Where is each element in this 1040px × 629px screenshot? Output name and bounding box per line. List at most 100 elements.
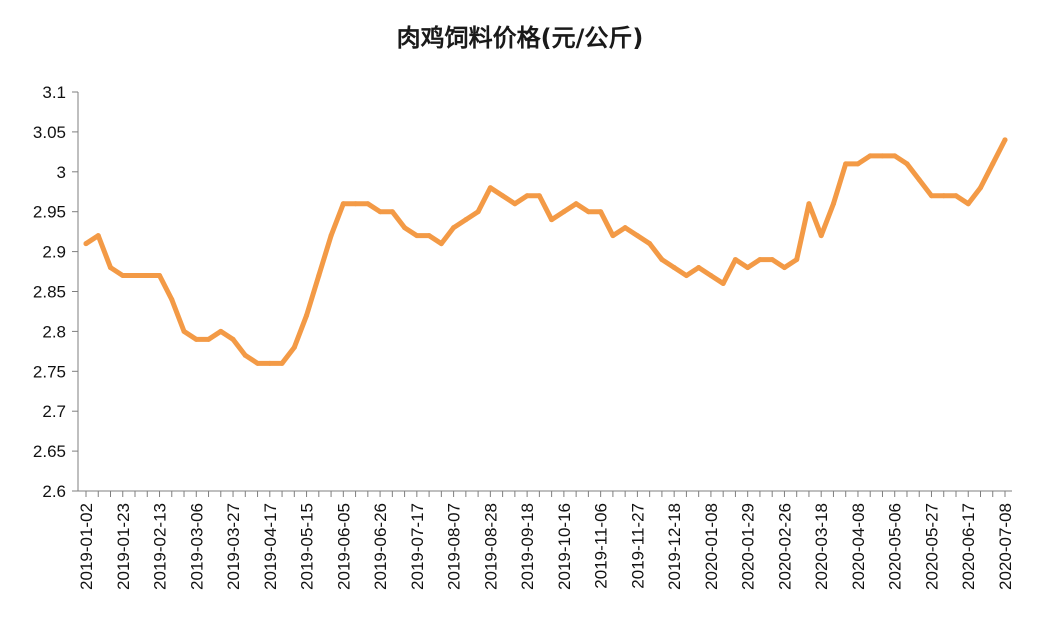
x-tick-label: 2020-05-27 xyxy=(922,503,941,590)
y-tick-label: 2.9 xyxy=(42,243,66,262)
data-point xyxy=(463,217,469,223)
data-point xyxy=(708,273,714,279)
data-point xyxy=(95,233,101,239)
x-tick-label: 2020-05-06 xyxy=(886,503,905,590)
data-point xyxy=(720,281,726,287)
x-tick-label: 2019-06-05 xyxy=(334,503,353,590)
data-point xyxy=(561,209,567,215)
data-point xyxy=(928,193,934,199)
x-tick-label: 2019-08-28 xyxy=(481,503,500,590)
y-tick-label: 3.05 xyxy=(33,123,66,142)
x-tick-label: 2020-01-29 xyxy=(739,503,758,590)
data-point xyxy=(242,352,248,358)
data-point xyxy=(340,201,346,207)
x-tick-label: 2019-06-26 xyxy=(371,503,390,590)
x-tick-label: 2019-05-15 xyxy=(298,503,317,590)
data-point xyxy=(108,265,114,271)
data-point xyxy=(769,257,775,263)
x-tick-label: 2020-03-18 xyxy=(812,503,831,590)
series-group xyxy=(83,137,1008,366)
data-point xyxy=(757,257,763,263)
y-axis: 3.1 3.05 3 2.95 2.9 2.85 2.8 2.75 2.7 2.65 2.6 xyxy=(33,83,79,501)
y-tick-label: 2.95 xyxy=(33,203,66,222)
x-tick-label: 2019-03-27 xyxy=(224,503,243,590)
data-point xyxy=(120,273,126,279)
data-point xyxy=(389,209,395,215)
y-tick-label: 3 xyxy=(57,163,66,182)
data-point xyxy=(144,273,150,279)
data-point xyxy=(781,265,787,271)
data-point xyxy=(512,201,518,207)
data-point xyxy=(132,273,138,279)
data-point xyxy=(536,193,542,199)
data-point xyxy=(659,257,665,263)
data-point xyxy=(610,233,616,239)
data-point xyxy=(671,265,677,271)
data-point xyxy=(843,161,849,167)
x-tick-label: 2020-02-26 xyxy=(775,503,794,590)
data-point xyxy=(990,161,996,167)
x-tick-label: 2019-10-16 xyxy=(555,503,574,590)
x-tick-label: 2019-11-06 xyxy=(592,503,611,589)
y-tick-label: 2.65 xyxy=(33,442,66,461)
x-tick-label: 2019-02-13 xyxy=(151,503,170,590)
data-point xyxy=(402,225,408,231)
data-point xyxy=(157,273,163,279)
data-point xyxy=(977,185,983,191)
data-point xyxy=(549,217,555,223)
data-point xyxy=(745,265,751,271)
data-point xyxy=(806,201,812,207)
data-point xyxy=(316,273,322,279)
data-point xyxy=(794,257,800,263)
y-tick-label: 2.8 xyxy=(42,322,66,341)
x-tick-label: 2019-11-27 xyxy=(628,503,647,589)
data-point xyxy=(304,312,310,318)
series-line xyxy=(83,137,1008,366)
data-point xyxy=(328,233,334,239)
data-point xyxy=(634,233,640,239)
x-tick-label: 2019-09-18 xyxy=(518,503,537,590)
x-tick-label: 2019-04-17 xyxy=(261,503,280,590)
y-tick-label: 2.75 xyxy=(33,362,66,381)
data-point xyxy=(181,328,187,334)
data-point xyxy=(598,209,604,215)
data-point xyxy=(965,201,971,207)
data-point xyxy=(377,209,383,215)
x-tick-label: 2020-01-08 xyxy=(702,503,721,590)
x-tick-label: 2020-04-08 xyxy=(849,503,868,590)
x-axis: 2019-01-02 2019-01-23 2019-02-13 2019-03-06… xyxy=(77,490,1015,590)
data-point xyxy=(426,233,432,239)
data-point xyxy=(953,193,959,199)
data-point xyxy=(904,161,910,167)
y-tick-label: 2.6 xyxy=(42,482,66,501)
x-tick-label: 2019-08-07 xyxy=(445,503,464,590)
data-point xyxy=(855,161,861,167)
data-point xyxy=(867,153,873,159)
y-tick-label: 2.7 xyxy=(42,402,66,421)
data-point xyxy=(193,336,199,342)
x-tick-label: 2020-06-17 xyxy=(959,503,978,590)
data-point xyxy=(892,153,898,159)
data-point xyxy=(941,193,947,199)
data-point xyxy=(647,241,653,247)
x-tick-label: 2019-01-02 xyxy=(77,503,96,590)
data-point xyxy=(475,209,481,215)
data-point xyxy=(585,209,591,215)
x-tick-label: 2019-01-23 xyxy=(114,503,133,590)
data-point xyxy=(696,265,702,271)
data-point xyxy=(255,360,261,366)
data-point xyxy=(291,344,297,350)
data-point xyxy=(879,153,885,159)
x-tick-label: 2019-07-17 xyxy=(408,503,427,590)
y-tick-label: 3.1 xyxy=(42,83,66,102)
data-point xyxy=(365,201,371,207)
data-point xyxy=(683,273,689,279)
data-point xyxy=(169,296,175,302)
x-tick-label: 2019-12-18 xyxy=(665,503,684,590)
data-point xyxy=(573,201,579,207)
data-point xyxy=(1002,137,1008,143)
data-point xyxy=(414,233,420,239)
data-point xyxy=(818,233,824,239)
data-point xyxy=(916,177,922,183)
